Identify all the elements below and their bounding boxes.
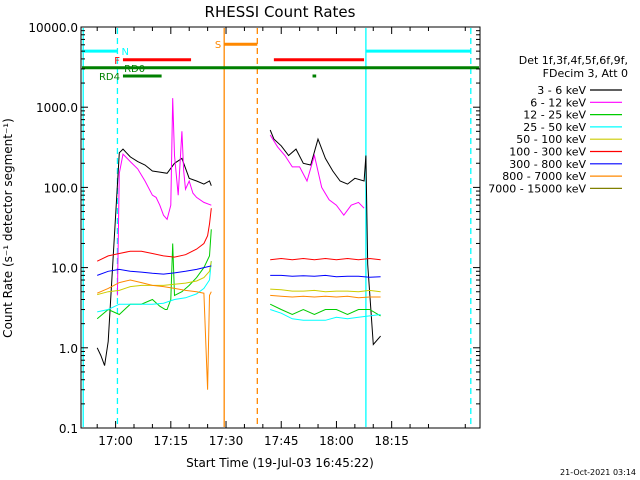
flag-bar-label: N: [121, 47, 128, 58]
y-tick-label: 10000.0: [28, 21, 78, 35]
y-axis-label: Count Rate (s⁻¹ detector segment⁻¹): [1, 118, 15, 338]
flag-bar-label: RD0: [124, 64, 145, 75]
x-tick-label: 17:15: [154, 434, 189, 448]
x-axis-label: Start Time (19-Jul-03 16:45:22): [186, 456, 374, 470]
series-lines: [96, 98, 381, 390]
legend-entry-label: 50 - 100 keV: [516, 133, 586, 146]
series-line: [96, 229, 381, 320]
y-axis: 0.1 1.0 10.0 100.0 1000.0 10000.0: [28, 21, 480, 436]
x-tick-label: 17:00: [98, 434, 133, 448]
series-line: [96, 208, 381, 262]
x-tick-label: 18:15: [374, 434, 409, 448]
x-tick-label: 18:00: [319, 434, 354, 448]
legend-entry-label: 3 - 6 keV: [537, 84, 586, 97]
y-tick-label: 10.0: [51, 262, 78, 276]
legend-entry-label: 7000 - 15000 keV: [488, 182, 586, 195]
y-tick-label: 1.0: [59, 342, 78, 356]
x-tick-label: 17:30: [209, 434, 244, 448]
legend-header-line2: FDecim 3, Att 0: [543, 67, 628, 80]
y-tick-label: 0.1: [59, 422, 78, 436]
legend-entry-label: 12 - 25 keV: [523, 109, 586, 122]
plot-area: NF RD0 RD4 S 0.1 1.0 10.0 100.0 1000.0 10000.0 1…: [28, 21, 481, 448]
y-tick-label: 1000.0: [36, 101, 78, 115]
legend-entry-label: 300 - 800 keV: [509, 158, 586, 171]
x-tick-label: 17:45: [264, 434, 299, 448]
x-axis: 17:00 17:15 17:30 17:45 18:00 18:15: [96, 27, 466, 448]
series-line: [97, 265, 381, 278]
series-line: [97, 261, 381, 296]
y-tick-label: 100.0: [44, 181, 78, 195]
flag-bar-label: RD4: [99, 72, 120, 83]
flag-bar-label: S: [215, 40, 221, 51]
legend-header-line1: Det 1f,3f,4f,5f,6f,9f,: [519, 54, 628, 67]
chart-title: RHESSI Count Rates: [205, 3, 356, 21]
footer-date: 21-Oct-2021 03:14: [560, 468, 636, 477]
series-line: [97, 279, 381, 390]
flag-bars: NF RD0 RD4 S: [82, 40, 479, 83]
legend-entry-label: 25 - 50 keV: [523, 121, 586, 134]
series-line: [116, 98, 365, 296]
flag-bar-label: F: [114, 56, 120, 67]
legend-entry-label: 800 - 7000 keV: [502, 170, 586, 183]
series-line: [97, 261, 381, 321]
legend-entry-label: 6 - 12 keV: [530, 96, 586, 109]
series-line: [96, 129, 381, 366]
legend-entry-label: 100 - 300 keV: [509, 146, 586, 159]
plot-frame: [80, 26, 481, 429]
